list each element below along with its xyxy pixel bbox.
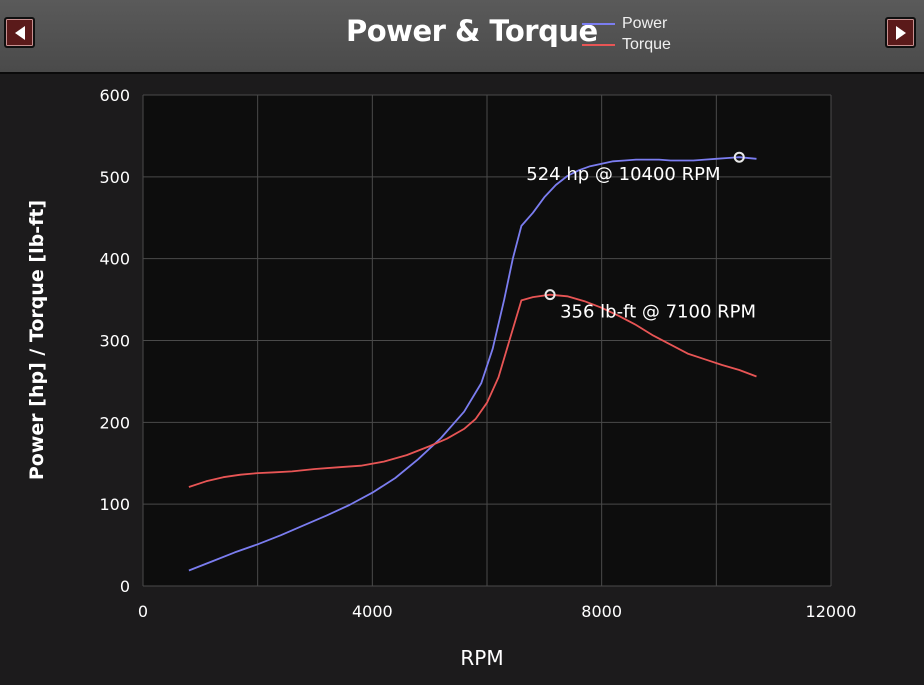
x-tick-label: 8000: [581, 602, 622, 621]
y-tick-label: 200: [99, 413, 130, 432]
x-tick-label: 0: [138, 602, 148, 621]
x-tick-label: 4000: [352, 602, 393, 621]
legend-swatch-power: [582, 23, 615, 25]
y-tick-label: 300: [99, 332, 130, 351]
right-triangle-icon: [895, 25, 906, 40]
left-triangle-icon: [14, 25, 25, 40]
header-bar: Power & Torque Power Torque: [0, 0, 924, 74]
next-button[interactable]: [885, 17, 916, 48]
legend-item-power: Power: [582, 14, 667, 34]
y-tick-label: 500: [99, 168, 130, 187]
y-tick-label: 0: [120, 577, 130, 596]
y-axis-label: Power [hp] / Torque [lb-ft]: [26, 200, 48, 480]
peak-annotation-power: 524 hp @ 10400 RPM: [526, 164, 720, 185]
series-line-power: [188, 156, 757, 572]
legend-item-torque: Torque: [582, 35, 671, 55]
y-tick-label: 600: [99, 86, 130, 105]
legend-swatch-torque: [582, 44, 615, 46]
peak-marker-power: [733, 151, 745, 163]
series-line-torque: [188, 293, 757, 488]
legend-label-torque: Torque: [622, 36, 671, 53]
x-axis-label: RPM: [460, 646, 503, 670]
peak-marker-torque: [544, 289, 556, 301]
x-tick-label: 12000: [806, 602, 857, 621]
previous-button[interactable]: [4, 17, 35, 48]
y-tick-label: 400: [99, 250, 130, 269]
legend-label-power: Power: [622, 15, 668, 32]
peak-annotation-torque: 356 lb-ft @ 7100 RPM: [560, 302, 756, 323]
page-title: Power & Torque: [346, 14, 598, 48]
y-tick-label: 100: [99, 495, 130, 514]
chart-legend: Power Torque: [582, 14, 702, 58]
